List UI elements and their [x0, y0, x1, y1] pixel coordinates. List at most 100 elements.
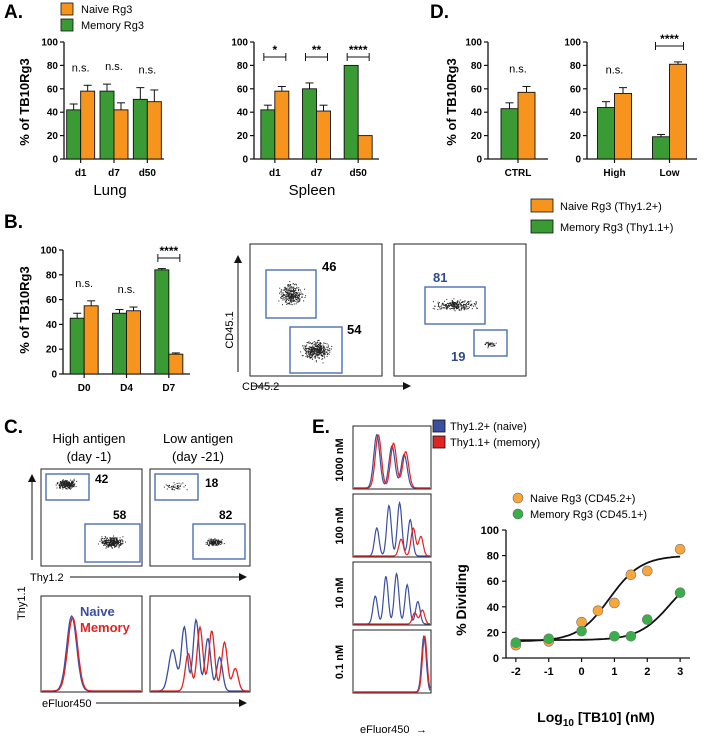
event-dot: [211, 544, 213, 546]
event-dot: [303, 345, 305, 347]
event-dot: [447, 307, 448, 309]
event-dot: [320, 353, 322, 355]
event-dot: [450, 302, 452, 304]
y-tick-label: 80: [570, 61, 582, 72]
event-dot: [303, 300, 305, 302]
event-dot: [61, 486, 63, 488]
event-dot: [296, 284, 297, 286]
panel-b-label: B.: [4, 212, 23, 233]
event-dot: [312, 355, 313, 356]
x-tick-label: D4: [120, 383, 133, 394]
event-dot: [444, 307, 446, 309]
event-dot: [70, 487, 72, 489]
event-dot: [320, 352, 322, 354]
significance-label: ****: [159, 244, 178, 258]
event-dot: [315, 350, 317, 352]
event-dot: [116, 540, 118, 541]
flow-dots: [432, 298, 497, 349]
event-dot: [313, 341, 315, 343]
event-dot: [112, 539, 114, 541]
event-dot: [68, 487, 70, 489]
event-dot: [452, 302, 454, 304]
bar-naive: [146, 101, 162, 160]
event-dot: [167, 485, 169, 487]
event-dot: [288, 298, 290, 300]
event-dot: [457, 301, 459, 303]
event-dot: [207, 542, 209, 544]
flow-dots: [163, 482, 225, 547]
y-tick-label: 40: [47, 108, 59, 119]
event-dot: [471, 305, 473, 307]
x-tick-label: d1: [75, 168, 87, 179]
event-dot: [492, 345, 494, 347]
event-dot: [298, 299, 300, 301]
event-dot: [289, 298, 291, 300]
naive-data-point: [576, 616, 587, 628]
event-dot: [110, 545, 111, 547]
event-dot: [287, 290, 289, 292]
event-dot: [216, 542, 218, 544]
gate-bottom-value: 19: [451, 349, 465, 364]
event-dot: [291, 288, 293, 290]
gate-bottom-value: 82: [219, 508, 233, 522]
event-dot: [469, 306, 470, 308]
event-dot: [319, 351, 321, 353]
event-dot: [113, 538, 115, 540]
event-dot: [451, 303, 453, 305]
event-dot: [309, 351, 311, 353]
panel-d-label: D.: [430, 2, 449, 23]
event-dot: [320, 343, 322, 345]
event-dot: [176, 488, 178, 489]
event-dot: [311, 346, 313, 348]
event-dot: [110, 543, 112, 545]
panel-c-label: C.: [4, 417, 23, 438]
event-dot: [72, 480, 74, 482]
event-dot: [437, 309, 439, 310]
event-dot: [302, 294, 304, 296]
y-tick-label: 80: [471, 61, 483, 72]
event-dot: [284, 287, 286, 289]
event-dot: [304, 348, 306, 349]
event-dot: [297, 300, 299, 302]
event-dot: [117, 540, 119, 542]
event-dot: [172, 485, 174, 487]
event-dot: [463, 309, 465, 311]
event-dot: [465, 306, 467, 308]
event-dot: [285, 288, 287, 290]
event-dot: [102, 542, 104, 544]
dose-response-chart: 0 20 40 60 80 100 -2 -1 0 1 2 3: [481, 525, 690, 678]
event-dot: [446, 302, 448, 304]
event-dot: [290, 299, 292, 301]
event-dot: [59, 485, 60, 487]
event-dot: [291, 291, 293, 292]
bar-naive: [168, 353, 184, 375]
event-dot: [324, 347, 326, 349]
event-dot: [102, 538, 104, 539]
memory-data-point: [609, 630, 620, 642]
event-dot: [318, 357, 320, 359]
event-dot: [317, 342, 319, 344]
event-dot: [68, 484, 70, 485]
conc-0.1: 0.1 nM: [334, 645, 346, 679]
col1-line2: (day -1): [67, 449, 112, 464]
event-dot: [207, 540, 209, 542]
event-dot: [71, 481, 73, 483]
event-dot: [314, 345, 316, 347]
event-dot: [105, 536, 106, 538]
event-dot: [66, 482, 68, 484]
event-dot: [218, 541, 220, 543]
event-dot: [489, 342, 491, 344]
event-dot: [329, 349, 331, 351]
memory-data-point: [674, 587, 686, 599]
bar-naive: [126, 310, 141, 375]
memory-data-point: [510, 637, 522, 648]
event-dot: [445, 308, 447, 309]
bar-naive: [357, 135, 373, 160]
histogram-frame: [352, 629, 432, 694]
event-dot: [292, 298, 294, 300]
event-dot: [178, 486, 180, 488]
event-dot: [282, 294, 284, 295]
event-dot: [67, 480, 68, 482]
event-dot: [322, 349, 324, 351]
event-dot: [437, 305, 439, 307]
